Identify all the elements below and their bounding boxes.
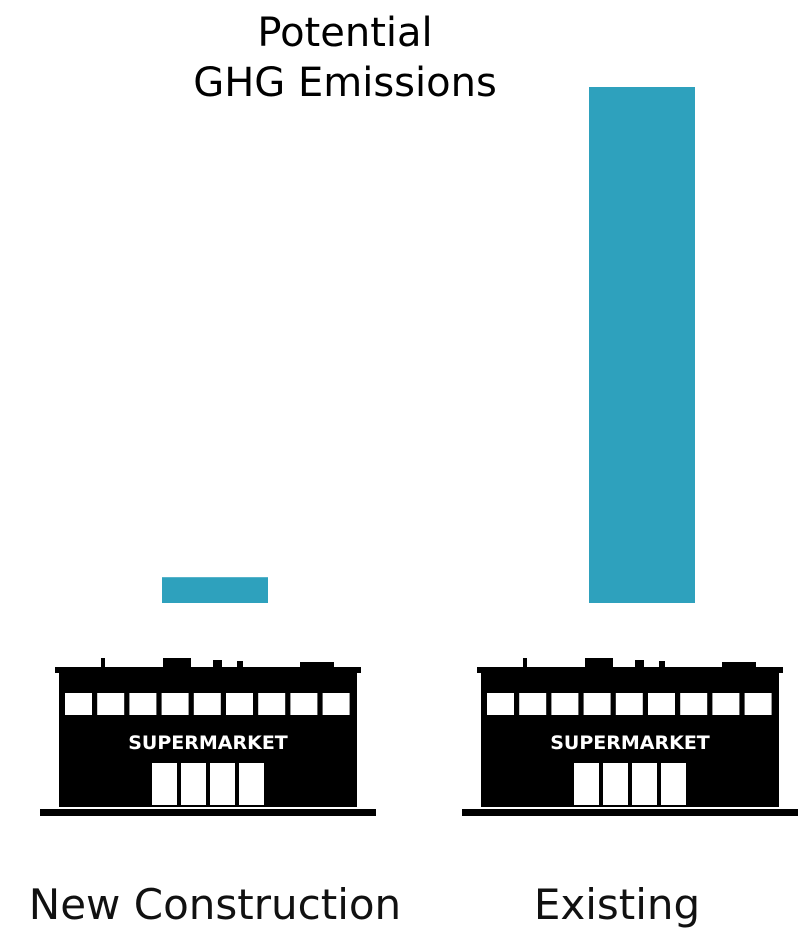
chart-title-line-1: Potential (257, 10, 433, 56)
window-pane (226, 693, 253, 715)
window-pane (161, 693, 189, 715)
roof-unit-4 (722, 662, 756, 670)
door-panel (210, 763, 235, 805)
bar-new-construction (162, 577, 268, 603)
roof-unit-3 (237, 661, 243, 670)
window-pane (551, 693, 579, 715)
roof-unit-2 (635, 660, 644, 670)
window-pane (680, 693, 708, 715)
chart-title: Potential GHG Emissions (140, 8, 550, 108)
roof-antenna (523, 658, 527, 670)
chart-title-line-2: GHG Emissions (193, 60, 497, 106)
door-panel (152, 763, 177, 805)
category-label-new-construction: New Construction (28, 880, 402, 929)
roof-slab (477, 667, 783, 673)
door-panel (239, 763, 264, 805)
roof-antenna (101, 658, 105, 670)
window-pane (744, 693, 772, 715)
ground-line (462, 809, 798, 816)
roof-unit-3 (659, 661, 665, 670)
window-pane (712, 693, 740, 715)
window-pane (97, 693, 125, 715)
supermarket-sign: SUPERMARKET (550, 732, 710, 754)
window-pane (290, 693, 318, 715)
window-pane (648, 693, 675, 715)
roof-slab (55, 667, 361, 673)
supermarket-building-icon-new-construction: SUPERMARKET (40, 658, 376, 816)
category-label-existing: Existing (533, 880, 701, 929)
window-pane (193, 693, 221, 715)
bar-chart: SUPERMARKET SUPERMARKET (40, 87, 798, 816)
window-pane (487, 693, 514, 715)
window-pane (583, 693, 611, 715)
door-panel (632, 763, 657, 805)
door-panel (661, 763, 686, 805)
window-pane (258, 693, 286, 715)
door-panel (181, 763, 206, 805)
ground-line (40, 809, 376, 816)
window-pane (519, 693, 547, 715)
door-panel (574, 763, 599, 805)
window-pane (615, 693, 643, 715)
supermarket-sign: SUPERMARKET (128, 732, 288, 754)
bar-existing (589, 87, 695, 603)
window-pane (322, 693, 350, 715)
roof-unit-4 (300, 662, 334, 670)
door-panel (603, 763, 628, 805)
roof-unit-2 (213, 660, 222, 670)
supermarket-building-icon-existing: SUPERMARKET (462, 658, 798, 816)
window-pane (65, 693, 92, 715)
window-pane (129, 693, 157, 715)
